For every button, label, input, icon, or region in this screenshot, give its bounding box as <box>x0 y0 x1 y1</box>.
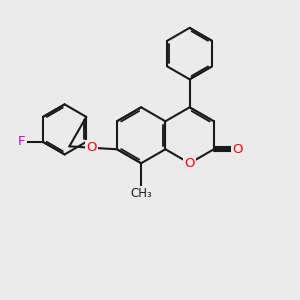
Text: CH₃: CH₃ <box>130 187 152 200</box>
Text: O: O <box>232 143 243 156</box>
Text: F: F <box>18 135 26 148</box>
Text: O: O <box>86 141 97 154</box>
Text: O: O <box>184 157 195 170</box>
